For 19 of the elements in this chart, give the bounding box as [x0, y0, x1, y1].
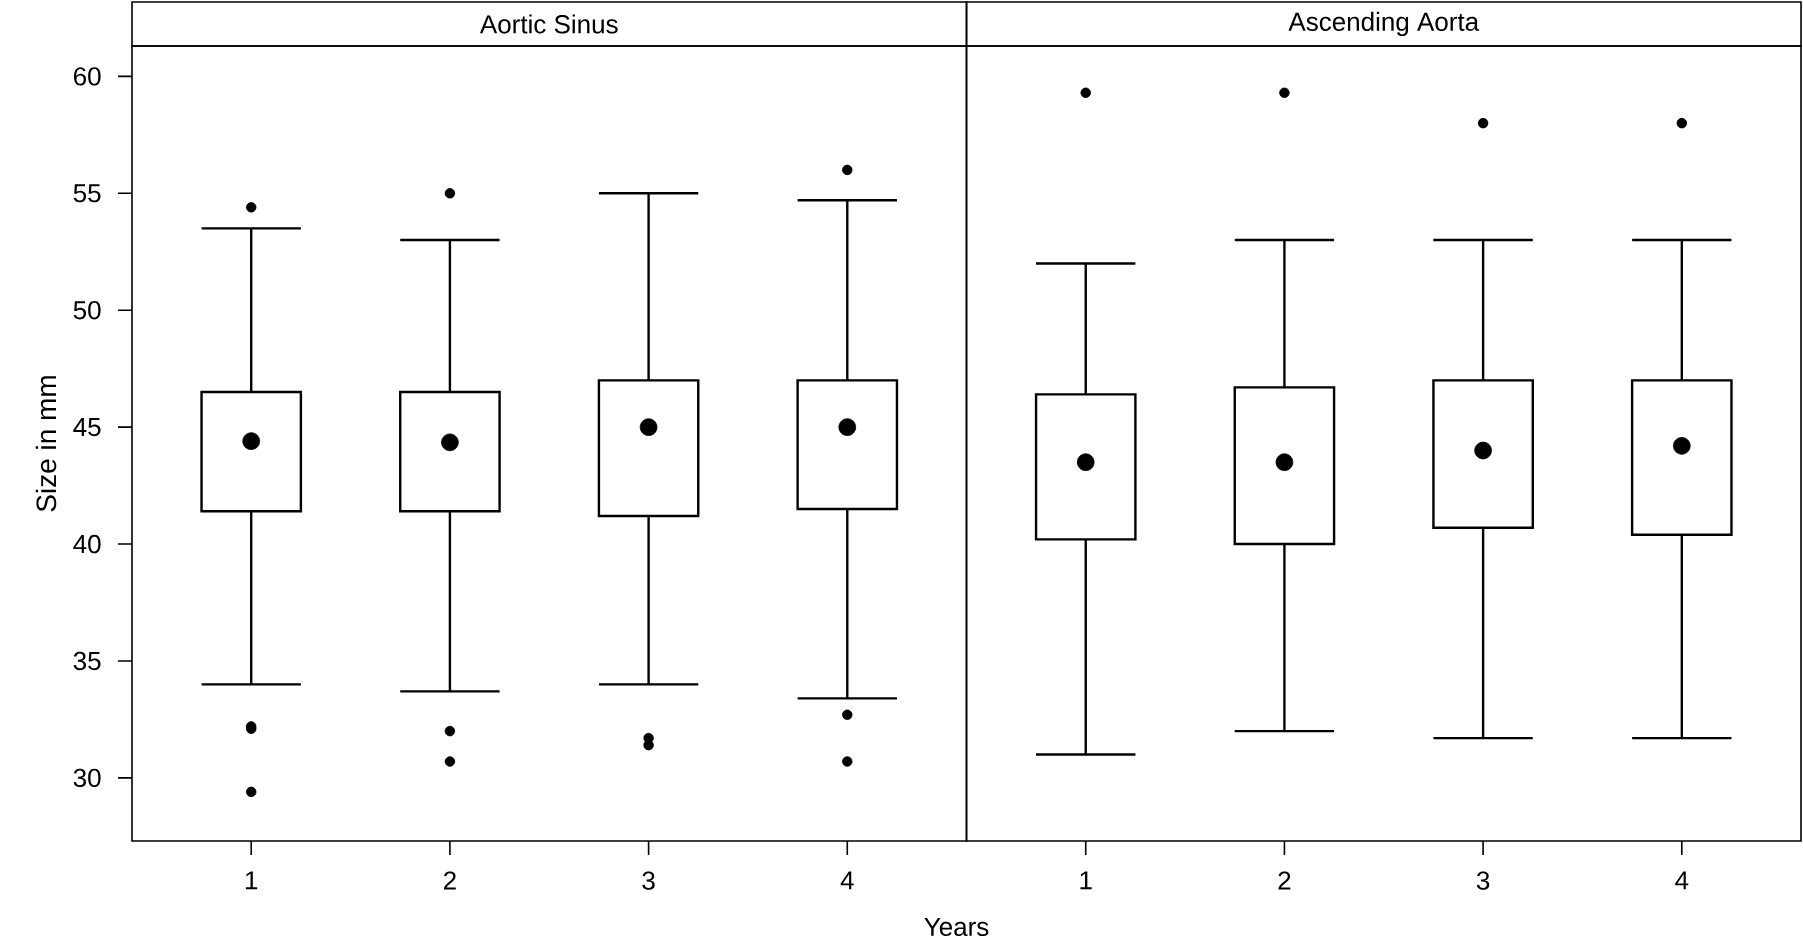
y-tick-label: 55: [73, 184, 101, 203]
y-tick-label: 45: [73, 418, 101, 437]
x-tick-label: 3: [642, 871, 655, 890]
y-tick-label: 40: [73, 534, 101, 554]
chart-title: Aortic Sinus: [479, 14, 618, 34]
x-tick-label: 3: [1476, 871, 1490, 890]
x-tick-label: 4: [1675, 871, 1689, 890]
chart-title: Ascending Aorta: [1288, 11, 1480, 37]
y-tick-label: 60: [74, 67, 101, 86]
x-axis-title: Years: [924, 917, 989, 937]
y-tick-label: 30: [73, 768, 101, 788]
x-tick-label: 1: [245, 871, 258, 890]
y-axis-title: Size in mm: [35, 376, 57, 512]
y-tick-label: 50: [73, 301, 101, 320]
x-tick-label: 4: [840, 871, 854, 890]
x-tick-label: 1: [1080, 871, 1092, 890]
y-tick-label: 35: [73, 651, 101, 671]
x-tick-label: 2: [1278, 871, 1291, 890]
x-tick-label: 2: [443, 871, 456, 890]
